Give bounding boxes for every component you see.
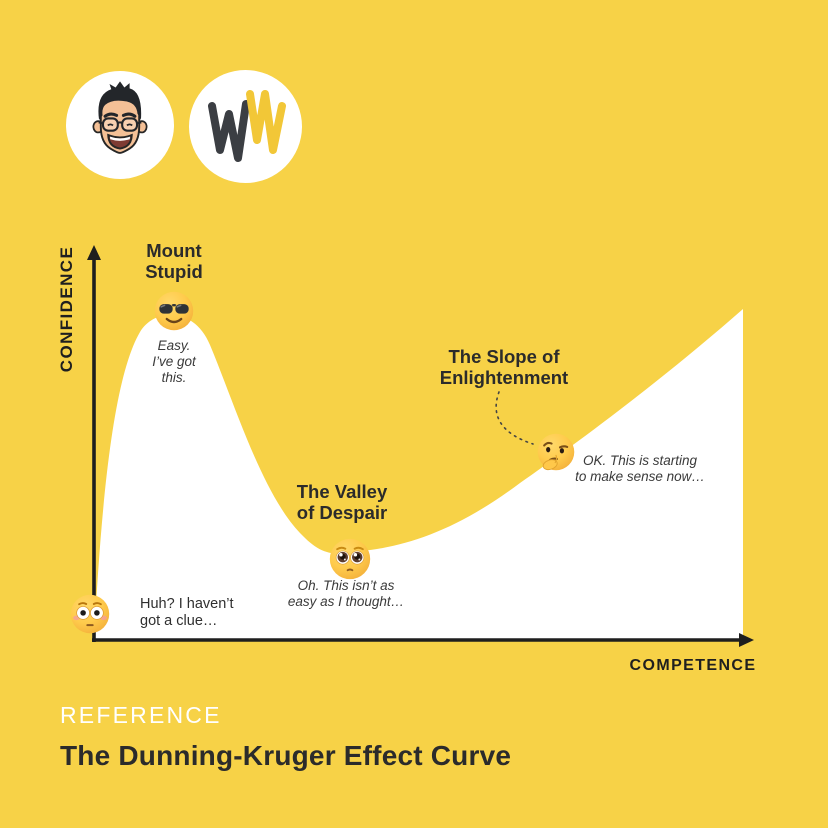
stage-label-slope-of-enlightenment: The Slope of Enlightenment: [439, 346, 569, 389]
confidence-curve-area: [94, 309, 743, 640]
author-avatar: [66, 71, 174, 179]
flushed-face-emoji-icon: [70, 594, 110, 634]
quote-mount-stupid: Easy. I’ve got this.: [152, 338, 196, 385]
cartoon-man-avatar-icon: [92, 81, 148, 154]
pleading-face-emoji-icon: [329, 538, 371, 580]
brand-logo: [189, 70, 302, 183]
x-axis-label: COMPETENCE: [629, 657, 757, 674]
quote-slope-of-enlightenment: OK. This is starting to make sense now…: [575, 453, 705, 484]
squiggle-waves-logo-icon: [208, 90, 286, 162]
reference-kicker: REFERENCE: [60, 702, 222, 728]
page-title: The Dunning-Kruger Effect Curve: [60, 740, 512, 771]
stage-label-valley-of-despair: The Valley of Despair: [296, 481, 388, 524]
slope-label-dotted-pointer: [495, 391, 534, 445]
quote-valley-of-despair: Oh. This isn’t as easy as I thought…: [287, 578, 405, 609]
quote-start: Huh? I haven’t got a clue…: [140, 596, 234, 630]
y-axis-label: CONFIDENCE: [57, 245, 76, 373]
x-axis-arrowhead: [739, 633, 754, 647]
smiling-face-with-sunglasses-emoji-icon: [154, 291, 194, 331]
y-axis-arrowhead: [87, 245, 101, 260]
y-axis: [87, 245, 101, 642]
thinking-face-emoji-icon: [537, 433, 575, 471]
x-axis: [92, 633, 754, 647]
stage-label-mount-stupid: Mount Stupid: [145, 240, 203, 283]
